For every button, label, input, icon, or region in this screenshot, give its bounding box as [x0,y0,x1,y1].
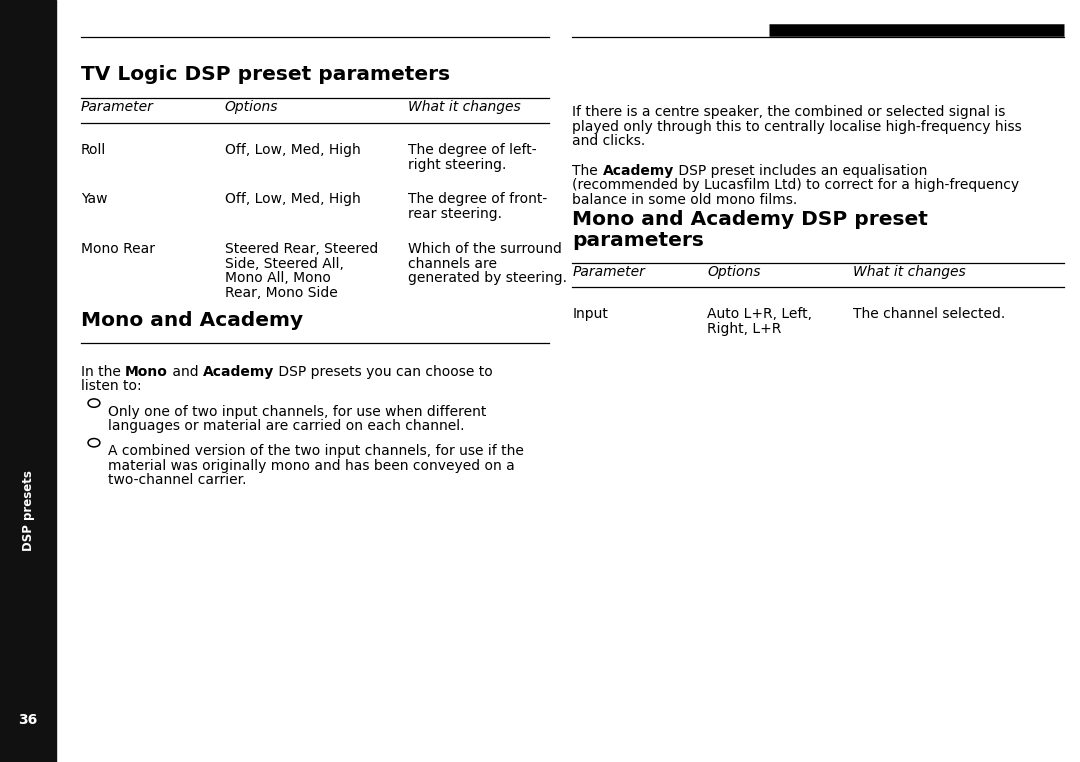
Text: The: The [572,164,603,178]
Text: Which of the surround: Which of the surround [408,242,562,256]
Text: Input: Input [572,307,608,321]
Text: and: and [168,365,203,379]
Text: channels are: channels are [408,257,497,271]
Text: Mono and Academy: Mono and Academy [81,311,303,330]
Text: played only through this to centrally localise high-frequency hiss: played only through this to centrally lo… [572,120,1022,133]
Text: The degree of front-: The degree of front- [408,192,548,206]
Text: Rear, Mono Side: Rear, Mono Side [225,286,337,299]
Text: A combined version of the two input channels, for use if the: A combined version of the two input chan… [108,444,524,458]
Text: Off, Low, Med, High: Off, Low, Med, High [225,143,361,157]
Text: The degree of left-: The degree of left- [408,143,537,157]
Text: Academy: Academy [203,365,274,379]
Text: Only one of two input channels, for use when different: Only one of two input channels, for use … [108,405,486,418]
Bar [0,0,56,762]
Text: Mono: Mono [125,365,168,379]
Text: Parameter: Parameter [81,101,153,114]
Text: Side, Steered All,: Side, Steered All, [225,257,343,271]
Text: TV Logic DSP preset parameters: TV Logic DSP preset parameters [81,65,450,84]
Text: 36: 36 [18,713,38,727]
Text: Academy: Academy [603,164,674,178]
Text: Mono and Academy DSP preset: Mono and Academy DSP preset [572,210,929,229]
Text: Mono All, Mono: Mono All, Mono [225,271,330,285]
Text: What it changes: What it changes [408,101,521,114]
Text: languages or material are carried on each channel.: languages or material are carried on eac… [108,419,464,433]
Text: Options: Options [225,101,279,114]
Text: right steering.: right steering. [408,158,507,171]
Text: In the: In the [81,365,125,379]
Text: Mono Rear: Mono Rear [81,242,156,256]
Text: If there is a centre speaker, the combined or selected signal is: If there is a centre speaker, the combin… [572,105,1005,119]
Text: What it changes: What it changes [853,265,966,279]
Text: DSP preset includes an equalisation: DSP preset includes an equalisation [674,164,927,178]
Text: rear steering.: rear steering. [408,207,502,220]
Text: DSP presets: DSP presets [22,470,35,551]
Text: generated by steering.: generated by steering. [408,271,567,285]
Text: Parameter: Parameter [572,265,645,279]
Text: The channel selected.: The channel selected. [853,307,1005,321]
Text: and clicks.: and clicks. [572,134,646,148]
Text: Steered Rear, Steered: Steered Rear, Steered [225,242,378,256]
Text: balance in some old mono films.: balance in some old mono films. [572,193,798,207]
Text: listen to:: listen to: [81,379,141,393]
Text: Roll: Roll [81,143,106,157]
Text: Off, Low, Med, High: Off, Low, Med, High [225,192,361,206]
Text: (recommended by Lucasfilm Ltd) to correct for a high-frequency: (recommended by Lucasfilm Ltd) to correc… [572,178,1020,192]
Text: parameters: parameters [572,231,704,250]
Text: Auto L+R, Left,: Auto L+R, Left, [707,307,812,321]
Text: Yaw: Yaw [81,192,108,206]
Text: two-channel carrier.: two-channel carrier. [108,473,246,487]
Text: material was originally mono and has been conveyed on a: material was originally mono and has bee… [108,459,515,472]
Text: Options: Options [707,265,761,279]
Text: DSP presets you can choose to: DSP presets you can choose to [274,365,494,379]
Text: Right, L+R: Right, L+R [707,322,782,335]
